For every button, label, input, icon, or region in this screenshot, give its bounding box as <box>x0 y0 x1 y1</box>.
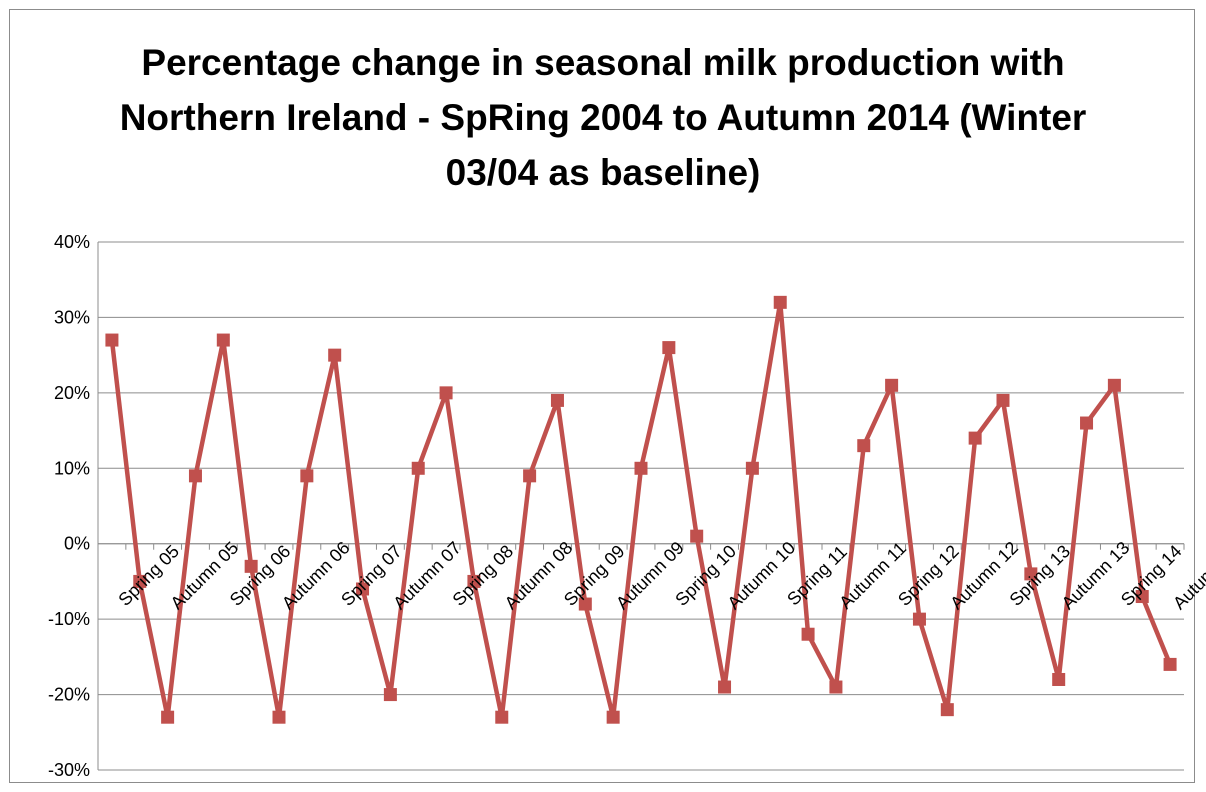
data-point <box>523 469 537 483</box>
data-point <box>244 559 258 573</box>
y-tick-label: -10% <box>48 609 90 629</box>
data-point <box>1107 378 1121 392</box>
y-tick-label: -30% <box>48 760 90 780</box>
data-point <box>133 574 147 588</box>
data-point <box>801 627 815 641</box>
data-point <box>216 333 230 347</box>
data-point <box>1080 416 1094 430</box>
data-point <box>578 597 592 611</box>
data-point <box>272 710 286 724</box>
data-point <box>885 378 899 392</box>
data-point <box>383 688 397 702</box>
data-point <box>718 680 732 694</box>
data-point <box>411 461 425 475</box>
series-markers <box>105 295 1177 724</box>
data-point <box>634 461 648 475</box>
y-tick-label: 30% <box>54 307 90 327</box>
y-tick-label: 40% <box>54 232 90 252</box>
data-point <box>356 582 370 596</box>
y-tick-label: 20% <box>54 383 90 403</box>
data-point <box>161 710 175 724</box>
x-axis <box>97 543 1185 550</box>
x-tick-label: Autumn 10 <box>724 538 800 614</box>
data-point <box>745 461 759 475</box>
y-tick-label: 0% <box>64 534 90 554</box>
data-point <box>857 439 871 453</box>
data-point <box>439 386 453 400</box>
data-point <box>550 393 564 407</box>
data-point <box>773 295 787 309</box>
data-point <box>1163 657 1177 671</box>
data-point <box>328 348 342 362</box>
data-point <box>662 341 676 355</box>
y-tick-label: 10% <box>54 458 90 478</box>
data-point <box>996 393 1010 407</box>
data-point <box>495 710 509 724</box>
data-point <box>940 703 954 717</box>
data-point <box>300 469 314 483</box>
data-point <box>606 710 620 724</box>
series-polyline <box>109 300 1173 720</box>
data-point <box>1024 567 1038 581</box>
data-point <box>690 529 704 543</box>
y-axis-tick-labels: 40% 30% 20% 10% 0% -10% -20% -30% <box>48 232 90 780</box>
data-point <box>912 612 926 626</box>
data-point <box>188 469 202 483</box>
y-tick-label: -20% <box>48 685 90 705</box>
data-point <box>467 574 481 588</box>
data-point <box>105 333 119 347</box>
data-point <box>1052 672 1066 686</box>
data-point <box>1135 590 1149 604</box>
chart-title: Percentage change in seasonal milk produ… <box>119 42 1087 193</box>
data-point <box>829 680 843 694</box>
series-line <box>109 300 1173 720</box>
data-point <box>968 431 982 445</box>
